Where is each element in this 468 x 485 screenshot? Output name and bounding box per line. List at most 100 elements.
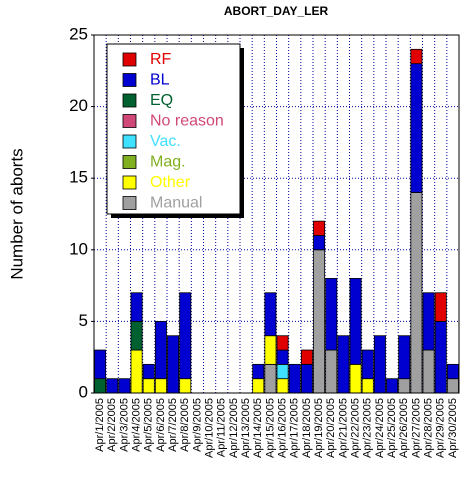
bar-segment: [130, 349, 143, 394]
bar-segment: [398, 378, 411, 394]
x-tick-label: Apr/13/2005: [240, 398, 252, 458]
x-tick-label: Apr/17/2005: [289, 398, 301, 458]
bar-segment: [94, 349, 107, 380]
x-tick-label: Apr/24/2005: [374, 398, 386, 458]
bar-segment: [264, 292, 277, 337]
bar-segment: [118, 378, 131, 394]
x-tick-label: Apr/9/2005: [191, 398, 203, 452]
legend-swatch: [122, 114, 137, 128]
y-tick-label: 25: [69, 24, 88, 43]
bar-segment: [446, 378, 459, 394]
x-tick-label: Apr/30/2005: [447, 398, 459, 458]
bar-segment: [276, 335, 289, 351]
y-tick-label: 10: [69, 239, 88, 258]
x-tick-label: Apr/5/2005: [143, 398, 155, 452]
bar-segment: [130, 292, 143, 322]
chart-title: ABORT_DAY_LER: [224, 4, 329, 18]
bar-segment: [398, 335, 411, 380]
legend-label: EQ: [150, 92, 173, 109]
legend-swatch: [122, 73, 137, 87]
legend-swatch: [122, 155, 137, 169]
bar-segment: [276, 349, 289, 365]
plot-frame: [93, 34, 460, 394]
x-tick-label: Apr/22/2005: [349, 398, 361, 458]
bar-segment: [422, 349, 435, 394]
x-tick-label: Apr/27/2005: [410, 398, 422, 458]
x-tick-label: Apr/18/2005: [301, 398, 313, 458]
bar-segment: [325, 278, 338, 351]
bar-segment: [446, 363, 459, 380]
bar-segment: [410, 63, 423, 193]
bar-segment: [410, 48, 423, 65]
bar-segment: [422, 292, 435, 351]
x-tick-label: Apr/1/2005: [94, 398, 106, 452]
bar-segment: [337, 335, 350, 394]
bar-segment: [300, 349, 313, 365]
bar-segment: [288, 363, 301, 394]
x-tick-label: Apr/15/2005: [264, 398, 276, 458]
bar-segment: [167, 335, 180, 394]
bar-segment: [325, 349, 338, 394]
y-tick-label: 0: [79, 382, 88, 401]
x-tick-label: Apr/3/2005: [118, 398, 130, 452]
legend: RF BL EQ No reason Vac. Mag. Other Manual: [106, 43, 241, 215]
bar-segment: [142, 378, 155, 394]
bar-segment: [434, 320, 447, 394]
x-tick-label: Apr/25/2005: [386, 398, 398, 458]
x-tick-label: Apr/7/2005: [167, 398, 179, 452]
x-tick-label: Apr/21/2005: [337, 398, 349, 458]
x-tick-label: Apr/11/2005: [216, 398, 228, 457]
bar-segment: [154, 378, 167, 394]
bar-segment: [386, 378, 399, 394]
bar-segment: [349, 363, 362, 394]
y-tick-label: 15: [69, 168, 88, 187]
legend-swatch: [122, 134, 137, 149]
legend-label: Mag.: [150, 154, 186, 171]
x-tick-label: Apr/8/2005: [179, 398, 191, 452]
bar-segment: [179, 292, 192, 380]
bar-segment: [106, 378, 119, 394]
bar-segment: [276, 378, 289, 394]
legend-swatch: [122, 196, 137, 210]
bar-segment: [373, 335, 386, 394]
legend-swatch: [122, 175, 137, 190]
bar-segment: [252, 378, 265, 394]
x-tick-label: Apr/12/2005: [228, 398, 240, 458]
bar-segment: [300, 363, 313, 394]
x-tick-label: Apr/28/2005: [422, 398, 434, 458]
x-tick-label: Apr/20/2005: [325, 398, 337, 458]
bar-segment: [130, 320, 143, 351]
x-tick-label: Apr/2/2005: [106, 398, 118, 452]
x-tick-label: Apr/26/2005: [398, 398, 410, 458]
x-tick-label: Apr/6/2005: [155, 398, 167, 452]
bar-segment: [94, 378, 107, 394]
bar-segment: [154, 320, 167, 380]
bar-segment: [264, 363, 277, 394]
legend-label: Manual: [150, 195, 202, 212]
bar-segment: [434, 292, 447, 322]
x-tick-label: Apr/29/2005: [435, 398, 447, 458]
legend-label: Vac.: [150, 133, 181, 150]
x-tick-label: Apr/16/2005: [276, 398, 288, 458]
legend-label: BL: [150, 72, 170, 89]
bar-segment: [410, 192, 423, 394]
x-tick-label: Apr/10/2005: [203, 398, 215, 458]
bar-segment: [349, 278, 362, 365]
bar-segment: [361, 349, 374, 380]
x-tick-label: Apr/14/2005: [252, 398, 264, 458]
x-tick-label: Apr/23/2005: [362, 398, 374, 458]
bar-segment: [179, 378, 192, 394]
bar-segment: [361, 378, 374, 394]
legend-label: RF: [150, 51, 172, 68]
y-tick-label: 5: [79, 311, 88, 330]
bar-segment: [276, 363, 289, 380]
bar-segment: [313, 235, 326, 251]
legend-swatch: [122, 52, 137, 67]
y-axis-label: Number of aborts: [7, 148, 26, 279]
bar-segment: [142, 363, 155, 380]
bar-segment: [264, 335, 277, 365]
x-tick-label: Apr/19/2005: [313, 398, 325, 458]
bar-segment: [252, 363, 265, 380]
legend-swatch: [122, 93, 137, 108]
